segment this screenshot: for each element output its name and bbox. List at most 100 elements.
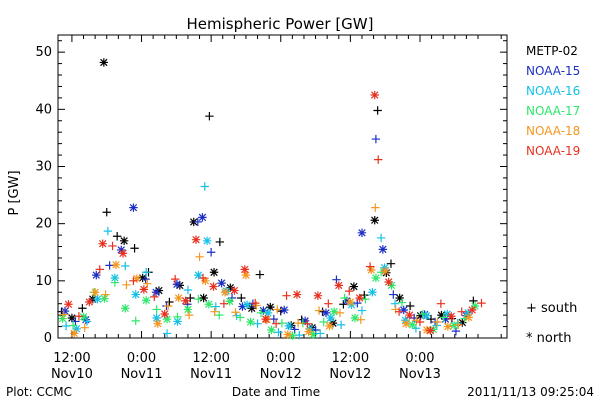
south-point-noaa-18 [273,305,282,314]
north-point-noaa-18 [241,270,251,280]
x-tick-label-date: Nov10 [51,367,93,382]
north-point-metp-02 [458,318,467,327]
north-point-noaa-17 [309,330,318,339]
north-point-noaa-19 [405,310,414,320]
south-point-noaa-16 [103,226,113,236]
south-point-noaa-18 [195,252,204,262]
south-point-noaa-19 [219,299,229,308]
north-point-noaa-17 [429,325,438,334]
north-point-noaa-18 [201,276,210,286]
north-point-noaa-17 [58,314,67,323]
north-point-noaa-19 [355,293,364,303]
north-point-noaa-17 [162,314,172,324]
south-point-noaa-17 [340,293,349,303]
north-point-noaa-16 [463,308,473,318]
north-point-noaa-16 [194,270,203,280]
south-point-noaa-15 [451,326,461,336]
x-tick-label-date: Nov13 [399,367,441,382]
north-point-noaa-15 [300,316,310,326]
south-point-noaa-18 [59,310,69,319]
south-point-noaa-18 [454,320,463,330]
south-point-noaa-19 [271,319,281,328]
south-point-metp-02 [373,106,382,115]
north-point-metp-02 [154,286,164,295]
south-point-noaa-18 [371,203,380,212]
south-point-noaa-16 [336,320,346,330]
north-point-noaa-18 [401,319,411,328]
north-point-noaa-19 [240,265,249,274]
south-point-noaa-17 [235,313,245,322]
x-tick-label-date: Nov11 [121,367,163,382]
north-point-noaa-16 [110,273,120,283]
south-point-noaa-17 [131,316,140,326]
y-axis-label: P [GW] [7,170,22,215]
north-point-noaa-19 [426,326,435,335]
south-point-noaa-17 [397,298,407,307]
south-point-noaa-17 [68,321,78,330]
north-point-noaa-17 [183,305,193,314]
north-point-metp-02 [226,283,235,292]
north-point-noaa-19 [261,314,270,324]
south-point-noaa-16 [200,182,209,191]
south-point-metp-02 [112,232,122,241]
north-point-noaa-16 [347,300,356,310]
north-point-noaa-15 [117,245,126,255]
north-point-metp-02 [395,293,404,303]
south-point-noaa-16 [121,261,130,271]
x-tick-label-time: 0:00 [405,351,434,366]
south-point-noaa-17 [194,294,203,304]
south-point-noaa-18 [335,308,345,318]
south-point-noaa-16 [253,319,262,328]
x-tick-label-time: 0:00 [127,351,156,366]
south-point-noaa-17 [152,305,161,314]
south-point-noaa-16 [82,317,92,326]
north-point-metp-02 [247,304,256,313]
north-point-metp-02 [119,236,129,246]
south-point-noaa-16 [183,285,193,295]
north-point-noaa-15 [92,270,101,280]
north-point-noaa-18 [367,265,376,275]
y-tick-label: 50 [35,45,52,60]
legend-entry-noaa-19: NOAA-19 [526,144,580,158]
south-point-metp-02 [102,208,111,217]
south-point-metp-02 [215,237,225,247]
north-point-noaa-17 [371,273,381,283]
north-point-noaa-15 [399,305,408,315]
south-point-noaa-15 [193,217,203,227]
y-tick-label: 20 [35,217,52,232]
north-point-noaa-15 [321,308,331,318]
plot-timestamp: 2011/11/13 09:25:04 [467,385,594,399]
south-point-noaa-18 [184,310,194,320]
north-point-noaa-16 [326,313,335,323]
south-point-noaa-17 [361,294,370,304]
x-tick-label-date: Nov11 [190,367,232,382]
legend-south-marker: + south [526,301,577,316]
north-point-noaa-15 [151,288,161,297]
north-point-noaa-18 [325,321,334,331]
south-point-noaa-18 [356,315,366,324]
south-point-noaa-17 [418,309,428,319]
south-point-noaa-19 [74,312,84,321]
south-point-noaa-16 [274,328,283,337]
south-point-noaa-19 [150,292,159,302]
north-point-noaa-18 [346,297,355,307]
north-point-noaa-18 [220,288,230,297]
north-point-noaa-15 [378,245,388,254]
south-point-noaa-16 [211,302,220,311]
x-tick-label-time: 12:00 [53,351,90,366]
south-point-noaa-18 [122,280,131,290]
north-point-noaa-17 [79,312,88,322]
south-point-noaa-18 [80,323,89,332]
south-point-noaa-17 [439,313,448,322]
south-point-noaa-15 [389,290,398,299]
south-point-noaa-16 [376,233,386,243]
north-point-noaa-16 [242,300,252,310]
north-point-noaa-19 [139,285,149,294]
south-point-noaa-16 [232,311,241,320]
south-point-noaa-19 [324,299,333,308]
north-point-metp-02 [209,268,219,277]
north-point-noaa-18 [464,313,473,322]
north-point-metp-02 [67,313,77,323]
south-point-noaa-16 [141,268,151,277]
south-point-noaa-15 [371,134,381,144]
